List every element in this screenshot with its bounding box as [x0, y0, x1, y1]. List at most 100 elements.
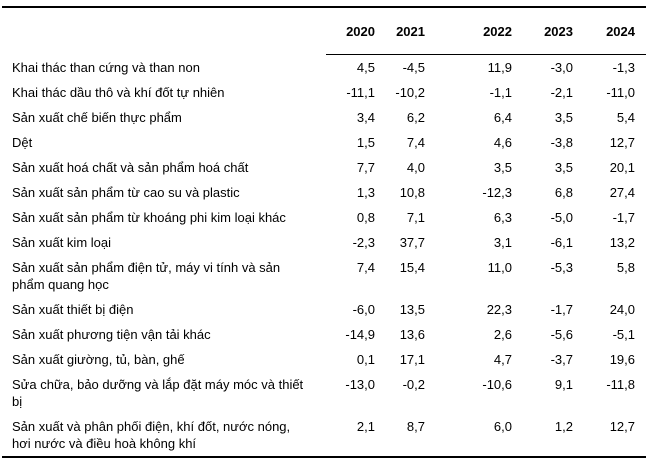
value-cell: 13,5 — [399, 302, 425, 317]
table-header: 2020 2021 2022 2023 2024 — [2, 7, 646, 55]
value-cell: 6,2 — [406, 110, 425, 125]
row-label: Sản xuất chế biến thực phẩm — [12, 110, 182, 125]
value-cell: 24,0 — [609, 302, 635, 317]
value-cell: -11,8 — [606, 377, 635, 392]
table-body: Khai thác than cứng và than non 4,5 -4,5 11… — [2, 55, 646, 458]
row-label: Khai thác than cứng và than non — [12, 59, 200, 75]
industrial-production-index-table: 2020 2021 2022 2023 2024 Khai thác than cứng… — [2, 6, 646, 458]
year-column-header: 2024 — [573, 7, 646, 55]
value-cell: -12,3 — [482, 185, 512, 200]
value-cell: -5,3 — [550, 260, 573, 275]
table-row: Sản xuất giường, tủ, bàn, ghế 0,1 17,1 4,7 -… — [2, 347, 646, 372]
row-label: Sửa chữa, bảo dưỡng và lắp đặt máy móc v… — [12, 377, 304, 409]
value-cell: 3,4 — [356, 110, 375, 125]
value-cell: 37,7 — [399, 235, 425, 250]
row-label: Sản xuất thiết bị điện — [12, 302, 134, 317]
value-cell: 12,7 — [609, 419, 635, 434]
row-label: Sản xuất hoá chất và sản phẩm hoá chất — [12, 160, 249, 175]
value-cell: -5,6 — [550, 327, 573, 342]
value-cell: -1,7 — [550, 302, 573, 317]
value-cell: 3,5 — [493, 160, 512, 175]
value-cell: 11,9 — [487, 60, 512, 75]
year-column-header: 2022 — [425, 7, 512, 55]
value-cell: 19,6 — [609, 352, 635, 367]
value-cell: 6,8 — [554, 185, 573, 200]
table-row: Sản xuất sản phẩm điện tử, máy vi tính v… — [2, 255, 646, 297]
table-row: Sản xuất sản phẩm từ khoáng phi kim loại… — [2, 205, 646, 230]
value-cell: 12,7 — [609, 135, 635, 150]
table-row: Khai thác dầu thô và khí đốt tự nhiên -11… — [2, 80, 646, 105]
year-column-header: 2021 — [375, 7, 425, 55]
value-cell: -10,2 — [395, 85, 425, 100]
table-row: Sản xuất và phân phối điện, khí đốt, nướ… — [2, 414, 646, 457]
value-cell: 0,8 — [356, 210, 375, 225]
value-cell: 1,3 — [356, 185, 375, 200]
value-cell: 9,1 — [554, 377, 573, 392]
label-column-header — [2, 7, 326, 55]
table-row: Sản xuất thiết bị điện -6,0 13,5 22,3 -1,7 24… — [2, 297, 646, 322]
value-cell: 8,7 — [406, 419, 425, 434]
value-cell: 3,1 — [493, 235, 512, 250]
value-cell: -0,2 — [402, 377, 425, 392]
value-cell: 22,3 — [486, 302, 512, 317]
value-cell: 11,0 — [487, 260, 512, 275]
table-row: Sản xuất hoá chất và sản phẩm hoá chất 7,… — [2, 155, 646, 180]
statistics-table-container: 2020 2021 2022 2023 2024 Khai thác than cứng… — [2, 6, 646, 458]
value-cell: 6,3 — [493, 210, 512, 225]
value-cell: 3,5 — [554, 160, 573, 175]
value-cell: 13,6 — [399, 327, 425, 342]
row-label: Dệt — [12, 135, 33, 150]
value-cell: 2,1 — [356, 419, 375, 434]
year-column-header: 2023 — [512, 7, 573, 55]
value-cell: 13,2 — [609, 235, 635, 250]
value-cell: -3,0 — [550, 60, 573, 75]
value-cell: -1,1 — [489, 85, 512, 100]
value-cell: 17,1 — [399, 352, 425, 367]
value-cell: -5,0 — [550, 210, 573, 225]
value-cell: 3,5 — [554, 110, 573, 125]
row-label: Sản xuất sản phẩm từ cao su và plastic — [12, 185, 240, 200]
table-row: Sửa chữa, bảo dưỡng và lắp đặt máy móc v… — [2, 372, 646, 414]
table-row: Sản xuất sản phẩm từ cao su và plastic 1,… — [2, 180, 646, 205]
value-cell: -4,5 — [402, 60, 425, 75]
value-cell: -11,0 — [606, 85, 635, 100]
year-column-header: 2020 — [326, 7, 375, 55]
value-cell: 7,1 — [406, 210, 425, 225]
value-cell: -1,7 — [612, 210, 635, 225]
table-row: Dệt 1,5 7,4 4,6 -3,8 12,7 — [2, 130, 646, 155]
value-cell: 5,8 — [616, 260, 635, 275]
value-cell: -2,3 — [352, 235, 375, 250]
value-cell: -1,3 — [612, 60, 635, 75]
value-cell: 5,4 — [616, 110, 635, 125]
header-row: 2020 2021 2022 2023 2024 — [2, 7, 646, 55]
table-row: Sản xuất kim loại -2,3 37,7 3,1 -6,1 13,2 — [2, 230, 646, 255]
value-cell: -5,1 — [612, 327, 635, 342]
row-label: Sản xuất sản phẩm từ khoáng phi kim loại… — [12, 210, 286, 225]
value-cell: -14,9 — [345, 327, 375, 342]
value-cell: 4,7 — [493, 352, 512, 367]
row-label: Sản xuất kim loại — [12, 235, 111, 250]
value-cell: 1,5 — [356, 135, 375, 150]
value-cell: 15,4 — [399, 260, 425, 275]
value-cell: 4,0 — [406, 160, 425, 175]
value-cell: 7,4 — [356, 260, 375, 275]
value-cell: 7,4 — [406, 135, 425, 150]
value-cell: -3,8 — [550, 135, 573, 150]
value-cell: 4,5 — [356, 60, 375, 75]
table-row: Sản xuất phương tiện vận tải khác -14,9 13… — [2, 322, 646, 347]
row-label: Sản xuất và phân phối điện, khí đốt, nướ… — [12, 419, 291, 451]
value-cell: 6,4 — [493, 110, 512, 125]
table-row: Sản xuất chế biến thực phẩm 3,4 6,2 6,4 3,5 5… — [2, 105, 646, 130]
value-cell: 27,4 — [609, 185, 635, 200]
value-cell: 20,1 — [609, 160, 635, 175]
value-cell: 0,1 — [356, 352, 375, 367]
value-cell: -3,7 — [550, 352, 573, 367]
value-cell: -6,1 — [550, 235, 573, 250]
value-cell: -6,0 — [352, 302, 375, 317]
value-cell: 6,0 — [493, 419, 512, 434]
value-cell: -13,0 — [345, 377, 375, 392]
row-label: Sản xuất giường, tủ, bàn, ghế — [12, 352, 185, 367]
value-cell: 10,8 — [399, 185, 425, 200]
row-label: Sản xuất sản phẩm điện tử, máy vi tính v… — [12, 260, 281, 292]
value-cell: -2,1 — [550, 85, 573, 100]
